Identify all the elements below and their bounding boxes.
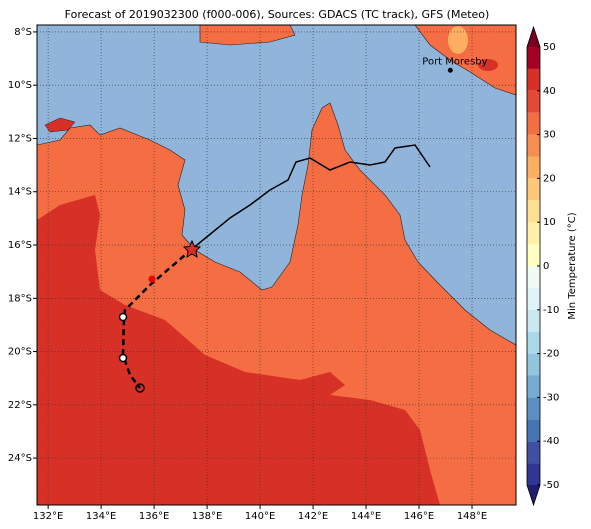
colorbar-tick-label: -10 xyxy=(543,305,559,316)
colorbar-tick-label: -20 xyxy=(543,349,559,360)
lat-tick-label: 14°S xyxy=(8,187,32,198)
track-point xyxy=(118,353,128,363)
lon-tick-label: 148°E xyxy=(457,511,487,522)
lon-tick-label: 144°E xyxy=(351,511,381,522)
colorbar-tick-label: 0 xyxy=(543,261,549,272)
colorbar-band xyxy=(527,397,540,420)
colorbar-band xyxy=(527,134,540,157)
lat-tick-label: 8°S xyxy=(14,27,32,38)
colorbar-label: Min Temperature (°C) xyxy=(567,212,578,319)
colorbar-tick-label: 30 xyxy=(543,130,556,141)
colorbar-over xyxy=(527,27,540,47)
colorbar-band xyxy=(527,200,540,223)
colorbar-band xyxy=(527,375,540,398)
colorbar-band xyxy=(527,309,540,332)
lon-tick-label: 146°E xyxy=(404,511,434,522)
colorbar-tick-label: 40 xyxy=(543,86,556,97)
colorbar-band xyxy=(527,222,540,245)
land-new-guinea-east xyxy=(414,25,516,96)
colorbar-tick-label: -30 xyxy=(543,392,559,403)
warm-region xyxy=(478,59,498,71)
lon-tick-label: 138°E xyxy=(192,511,222,522)
lat-tick-label: 24°S xyxy=(8,453,32,464)
track-point xyxy=(135,383,145,393)
place-label: Port Moresby xyxy=(422,56,487,67)
colorbar-tick-label: 10 xyxy=(543,217,556,228)
colorbar-band xyxy=(527,419,540,442)
lon-tick-label: 142°E xyxy=(298,511,328,522)
colorbar-band xyxy=(527,266,540,288)
island xyxy=(44,117,76,133)
colorbar-tick-label: 50 xyxy=(543,42,556,53)
colorbar-band xyxy=(527,441,540,464)
colorbar-tick-label: -40 xyxy=(543,436,559,447)
lat-tick-label: 20°S xyxy=(8,347,32,358)
lon-tick-label: 132°E xyxy=(33,511,63,522)
lon-tick-label: 134°E xyxy=(86,511,116,522)
colorbar-band xyxy=(527,68,540,91)
colorbar-band xyxy=(527,287,540,310)
forecast-track xyxy=(121,248,193,389)
map-title: Forecast of 2019032300 (f000-006), Sourc… xyxy=(65,8,490,21)
observed-track xyxy=(191,144,431,250)
map xyxy=(37,25,516,505)
colorbar-band xyxy=(527,353,540,376)
lat-tick-label: 16°S xyxy=(8,240,32,251)
colorbar-band xyxy=(527,47,540,69)
lat-tick-label: 22°S xyxy=(8,400,32,411)
track-point xyxy=(148,275,156,283)
warm-region xyxy=(37,195,440,505)
lat-tick-label: 12°S xyxy=(8,133,32,144)
colorbar-band xyxy=(527,331,540,354)
place-marker xyxy=(447,67,453,73)
colorbar-band xyxy=(527,112,540,135)
colorbar-tick-label: -50 xyxy=(543,480,559,491)
colorbar-band xyxy=(527,90,540,113)
cool-region xyxy=(448,26,468,54)
map-frame xyxy=(36,24,517,506)
colorbar-tick-label: 20 xyxy=(543,173,556,184)
colorbar-band xyxy=(527,244,540,266)
track-point xyxy=(118,312,128,322)
lat-tick-label: 10°S xyxy=(8,80,32,91)
colorbar-band xyxy=(527,463,540,485)
lon-tick-label: 140°E xyxy=(245,511,275,522)
colorbar-under xyxy=(527,485,540,505)
storm-position xyxy=(182,239,202,258)
lat-tick-label: 18°S xyxy=(8,293,32,304)
lon-tick-label: 136°E xyxy=(139,511,169,522)
colorbar-band xyxy=(527,178,540,201)
land-new-guinea-west xyxy=(199,25,296,46)
colorbar-band xyxy=(527,156,540,179)
